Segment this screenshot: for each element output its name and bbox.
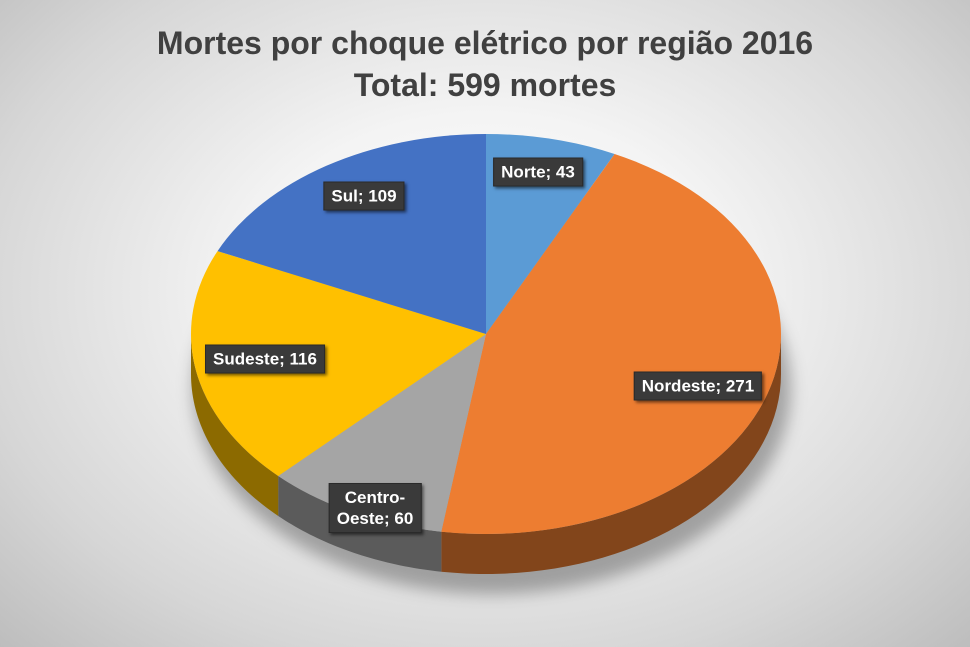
pie-slice-sul xyxy=(217,134,487,334)
data-label-centro-oeste: Centro- Oeste; 60 xyxy=(328,483,422,533)
data-label-norte: Norte; 43 xyxy=(493,157,583,187)
pie-slice-centro-oeste xyxy=(278,334,486,532)
data-label-sul: Sul; 109 xyxy=(323,181,405,211)
data-label-sudeste: Sudeste; 116 xyxy=(205,344,325,374)
pie-side-sudeste xyxy=(191,334,279,516)
data-label-nordeste: Nordeste; 271 xyxy=(633,371,763,401)
pie-slice-sudeste xyxy=(190,251,486,476)
chart-title-line: Mortes por choque elétrico por região 20… xyxy=(156,25,814,61)
chart-title: Mortes por choque elétrico por região 20… xyxy=(0,22,970,106)
pie-slice-nordeste xyxy=(441,154,782,534)
chart-subtitle-line: Total: 599 mortes xyxy=(353,67,617,103)
pie-side-nordeste xyxy=(441,334,781,574)
